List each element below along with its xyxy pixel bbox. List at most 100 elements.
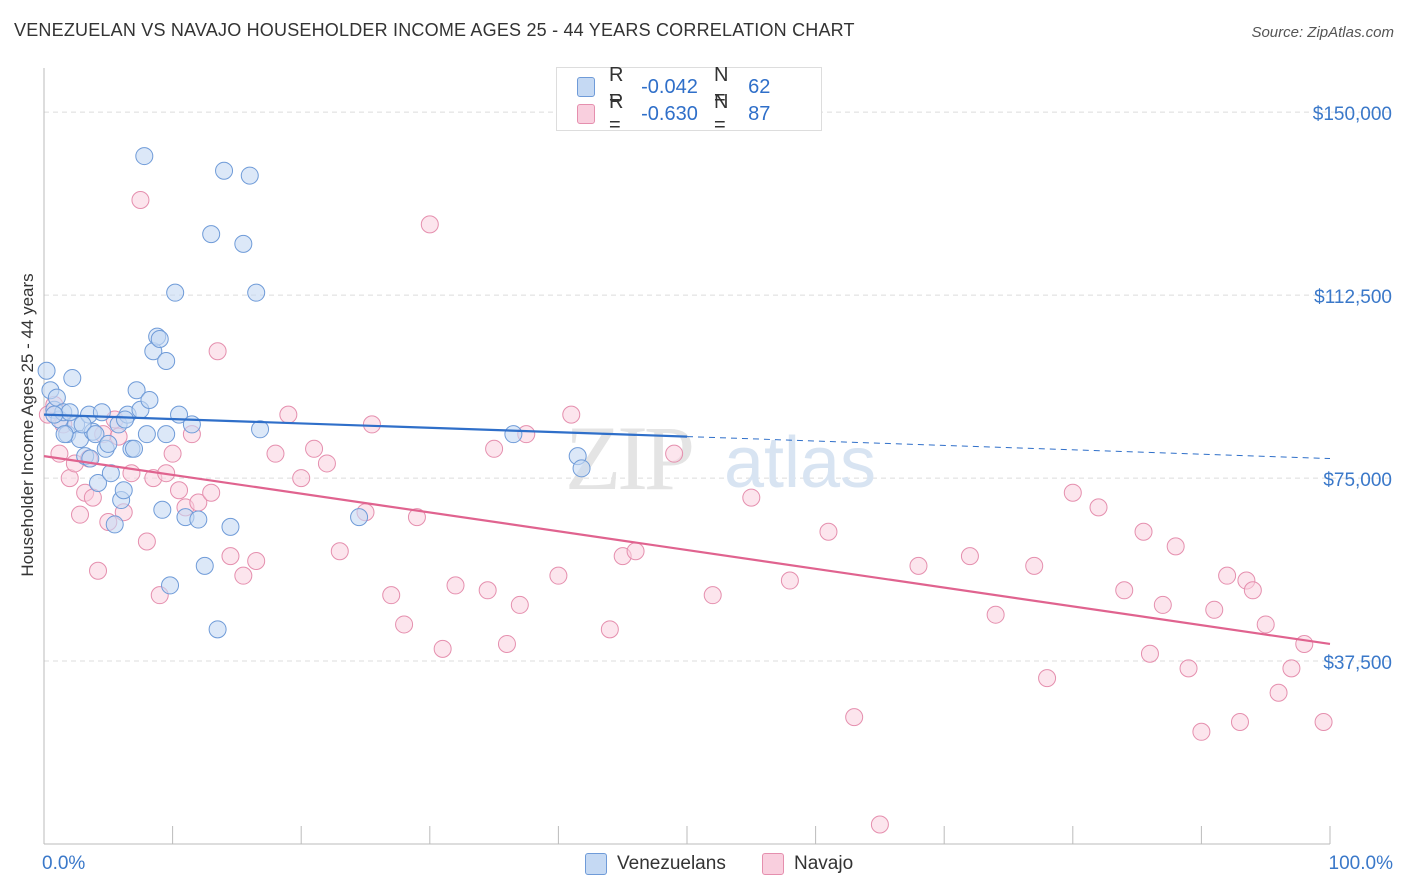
venezuelan-point bbox=[114, 481, 133, 500]
venezuelan-point bbox=[140, 391, 159, 410]
navajo-point bbox=[1089, 498, 1108, 517]
source-label: Source: ZipAtlas.com bbox=[1251, 24, 1394, 41]
axes bbox=[43, 68, 1331, 845]
blue-swatch bbox=[577, 77, 595, 97]
navajo-point bbox=[362, 415, 381, 434]
legend-row-venezuelans: R = -0.042 N = 62 bbox=[577, 64, 821, 109]
stats-legend: R = -0.042 N = 62 R = -0.630 N = 87 bbox=[556, 64, 822, 136]
legend-label: Venezuelans bbox=[617, 853, 726, 874]
navajo-point bbox=[780, 571, 799, 590]
venezuelan-point bbox=[125, 439, 144, 458]
navajo-point bbox=[1025, 556, 1044, 575]
x-tick-label: 100.0% bbox=[1329, 853, 1394, 874]
legend-row-navajo: R = -0.630 N = 87 bbox=[577, 91, 821, 136]
navajo-point bbox=[420, 215, 439, 234]
venezuelan-trend-extension bbox=[686, 436, 1331, 460]
navajo-point bbox=[1314, 713, 1333, 732]
venezuelan-point bbox=[153, 500, 172, 519]
venezuelan-point bbox=[504, 425, 523, 444]
navajo-point bbox=[407, 508, 426, 527]
y-axis-label-wrap: Householder Income Ages 25 - 44 years bbox=[16, 200, 44, 650]
navajo-point bbox=[703, 586, 722, 605]
venezuelan-point bbox=[195, 556, 214, 575]
navajo-point bbox=[163, 444, 182, 463]
y-tick-label: $150,000 bbox=[1313, 104, 1392, 125]
navajo-point bbox=[510, 595, 529, 614]
navajo-point bbox=[819, 522, 838, 541]
navajo-point bbox=[1205, 600, 1224, 619]
venezuelan-point bbox=[127, 381, 146, 400]
navajo-point bbox=[1230, 713, 1249, 732]
venezuelan-point bbox=[221, 517, 240, 536]
navajo-point bbox=[292, 469, 311, 488]
navajo-point bbox=[1218, 566, 1237, 585]
r-value: -0.630 bbox=[641, 102, 698, 125]
y-tick-label: $75,000 bbox=[1323, 470, 1392, 491]
navajo-point bbox=[208, 342, 227, 361]
navajo-point bbox=[247, 552, 266, 571]
n-label: N = bbox=[714, 91, 729, 136]
venezuelan-point bbox=[150, 330, 169, 349]
navajo-point bbox=[1140, 644, 1159, 663]
legend-item-venezuelans[interactable]: Venezuelans bbox=[585, 851, 726, 877]
navajo-point bbox=[1256, 615, 1275, 634]
blue-swatch bbox=[585, 853, 607, 875]
venezuelan-point bbox=[166, 283, 185, 302]
venezuelan-point bbox=[202, 225, 221, 244]
navajo-point bbox=[433, 639, 452, 658]
navajo-point bbox=[1153, 595, 1172, 614]
venezuelan-point bbox=[157, 351, 176, 370]
navajo-point bbox=[279, 405, 298, 424]
navajo-point bbox=[71, 505, 90, 524]
series-legend: Venezuelans Navajo bbox=[0, 851, 1406, 877]
navajo-point bbox=[497, 634, 516, 653]
navajo-point bbox=[1134, 522, 1153, 541]
venezuelan-point bbox=[86, 425, 105, 444]
pink-swatch bbox=[577, 104, 595, 124]
navajo-point bbox=[1282, 659, 1301, 678]
navajo-point bbox=[137, 532, 156, 551]
navajo-point bbox=[485, 439, 504, 458]
navajo-point bbox=[317, 454, 336, 473]
venezuelan-point bbox=[55, 425, 74, 444]
navajo-point bbox=[266, 444, 285, 463]
r-value: -0.042 bbox=[641, 75, 698, 98]
venezuelan-point bbox=[161, 576, 180, 595]
chart-title: VENEZUELAN VS NAVAJO HOUSEHOLDER INCOME … bbox=[14, 20, 855, 40]
venezuelan-point bbox=[350, 508, 369, 527]
venezuelan-point bbox=[60, 403, 79, 422]
venezuelan-point bbox=[234, 234, 253, 253]
navajo-point bbox=[234, 566, 253, 585]
navajo-trend-line bbox=[43, 455, 1331, 646]
x-tick-label: 0.0% bbox=[42, 853, 85, 874]
venezuelan-point bbox=[116, 410, 135, 429]
venezuelan-point bbox=[572, 459, 591, 478]
venezuelan-point bbox=[189, 510, 208, 529]
navajo-point bbox=[382, 586, 401, 605]
n-value: 87 bbox=[748, 102, 771, 125]
venezuelan-point bbox=[101, 464, 120, 483]
navajo-point bbox=[742, 488, 761, 507]
navajo-point bbox=[221, 547, 240, 566]
venezuelan-point bbox=[251, 420, 270, 439]
venezuelan-point bbox=[63, 369, 82, 388]
navajo-point bbox=[960, 547, 979, 566]
navajo-point bbox=[1179, 659, 1198, 678]
navajo-point bbox=[305, 439, 324, 458]
venezuelan-point bbox=[157, 425, 176, 444]
venezuelan-point bbox=[135, 147, 154, 166]
venezuelan-point bbox=[208, 620, 227, 639]
navajo-point bbox=[1192, 722, 1211, 741]
venezuelan-point bbox=[240, 166, 259, 185]
navajo-point bbox=[446, 576, 465, 595]
venezuelan-point bbox=[105, 515, 124, 534]
r-label: R = bbox=[608, 64, 624, 109]
navajo-point bbox=[665, 444, 684, 463]
n-value: 62 bbox=[748, 75, 771, 98]
navajo-point bbox=[549, 566, 568, 585]
legend-item-navajo[interactable]: Navajo bbox=[762, 851, 853, 877]
navajo-point bbox=[131, 190, 150, 209]
r-label: R = bbox=[608, 91, 624, 136]
venezuelan-point bbox=[99, 434, 118, 453]
